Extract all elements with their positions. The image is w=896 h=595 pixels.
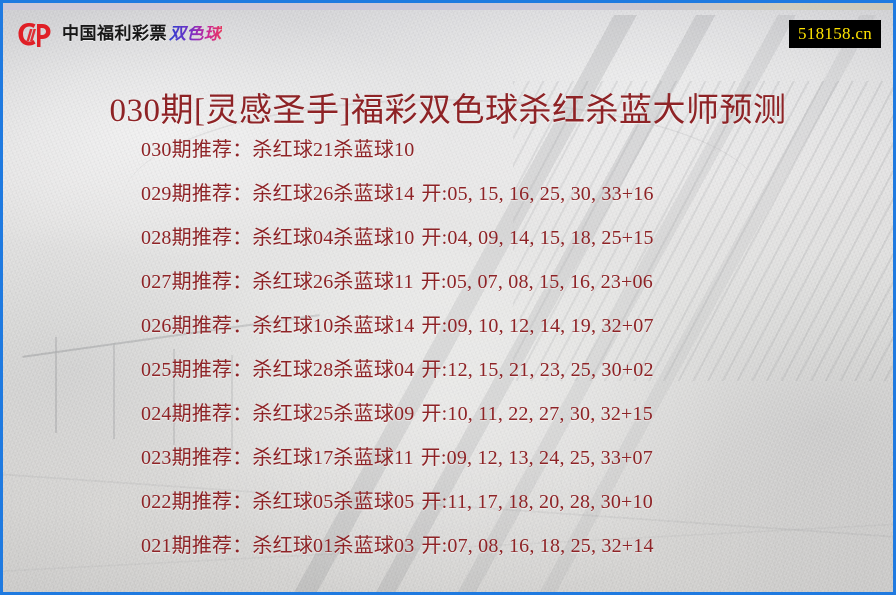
recommend-label: 推荐： [191, 446, 253, 469]
list-item: 030期 推荐： 杀红球21杀蓝球10 [141, 125, 893, 169]
kill-picks: 杀红球05杀蓝球05 [252, 490, 415, 513]
recommend-label: 推荐： [191, 226, 253, 249]
issue-number: 027期 [141, 270, 192, 293]
issue-number: 025期 [141, 358, 192, 381]
site-header: 中国福利彩票 双色球 518158.cn [3, 10, 893, 58]
list-item: 027期 推荐： 杀红球26杀蓝球11 开:05, 07, 08, 15, 16… [141, 257, 893, 301]
issue-number: 021期 [141, 534, 192, 557]
recommend-label: 推荐： [191, 490, 253, 513]
recommend-label: 推荐： [191, 314, 253, 337]
draw-result: 开:09, 10, 12, 14, 19, 32+07 [421, 314, 654, 337]
recommend-label: 推荐： [191, 270, 253, 293]
brand-name-cn: 中国福利彩票 [62, 23, 167, 44]
recommend-label: 推荐： [191, 358, 253, 381]
background-photo-ridge-arc [123, 99, 763, 301]
kill-picks: 杀红球21杀蓝球10 [252, 138, 415, 161]
draw-result: 开:10, 11, 22, 27, 30, 32+15 [421, 402, 653, 425]
brand-game-name: 双色球 [169, 23, 222, 44]
draw-result: 开:05, 07, 08, 15, 16, 23+06 [420, 270, 653, 293]
site-watermark-badge[interactable]: 518158.cn [789, 20, 881, 48]
draw-result: 开:09, 12, 13, 24, 25, 33+07 [420, 446, 653, 469]
issue-number: 024期 [141, 402, 192, 425]
brand-lockup[interactable]: 中国福利彩票 双色球 [17, 21, 222, 48]
draw-result: 开:07, 08, 16, 18, 25, 32+14 [421, 534, 654, 557]
background-photo-fence [21, 293, 321, 463]
list-item: 024期 推荐： 杀红球25杀蓝球09 开:10, 11, 22, 27, 30… [141, 389, 893, 433]
draw-result: 开:11, 17, 18, 20, 28, 30+10 [421, 490, 653, 513]
draw-result: 开:12, 15, 21, 23, 25, 30+02 [421, 358, 654, 381]
list-item: 026期 推荐： 杀红球10杀蓝球14 开:09, 10, 12, 14, 19… [141, 301, 893, 345]
issue-number: 030期 [141, 138, 192, 161]
list-item: 029期 推荐： 杀红球26杀蓝球14 开:05, 15, 16, 25, 30… [141, 169, 893, 213]
kill-picks: 杀红球17杀蓝球11 [252, 446, 414, 469]
issue-number: 022期 [141, 490, 192, 513]
kill-picks: 杀红球28杀蓝球04 [252, 358, 415, 381]
kill-picks: 杀红球04杀蓝球10 [252, 226, 415, 249]
prediction-list: 030期 推荐： 杀红球21杀蓝球10 029期 推荐： 杀红球26杀蓝球14 … [3, 125, 893, 565]
issue-number: 028期 [141, 226, 192, 249]
issue-number: 029期 [141, 182, 192, 205]
recommend-label: 推荐： [191, 402, 253, 425]
issue-number: 023期 [141, 446, 192, 469]
recommend-label: 推荐： [191, 138, 253, 161]
list-item: 025期 推荐： 杀红球28杀蓝球04 开:12, 15, 21, 23, 25… [141, 345, 893, 389]
draw-result: 开:04, 09, 14, 15, 18, 25+15 [421, 226, 654, 249]
kill-picks: 杀红球26杀蓝球14 [252, 182, 415, 205]
kill-picks: 杀红球01杀蓝球03 [252, 534, 415, 557]
list-item: 028期 推荐： 杀红球04杀蓝球10 开:04, 09, 14, 15, 18… [141, 213, 893, 257]
brand-text: 中国福利彩票 双色球 [62, 23, 222, 44]
page-title: 030期[灵感圣手]福彩双色球杀红杀蓝大师预测 [109, 93, 787, 130]
list-item: 022期 推荐： 杀红球05杀蓝球05 开:11, 17, 18, 20, 28… [141, 477, 893, 521]
recommend-label: 推荐： [191, 182, 253, 205]
top-accent-strip [3, 3, 893, 10]
recommend-label: 推荐： [191, 534, 253, 557]
list-item: 021期 推荐： 杀红球01杀蓝球03 开:07, 08, 16, 18, 25… [141, 521, 893, 565]
kill-picks: 杀红球25杀蓝球09 [252, 402, 415, 425]
kill-picks: 杀红球26杀蓝球11 [252, 270, 414, 293]
issue-number: 026期 [141, 314, 192, 337]
draw-result: 开:05, 15, 16, 25, 30, 33+16 [421, 182, 654, 205]
list-item: 023期 推荐： 杀红球17杀蓝球11 开:09, 12, 13, 24, 25… [141, 433, 893, 477]
background-photo-ground [3, 472, 893, 592]
china-welfare-lottery-emblem-icon [17, 21, 53, 48]
kill-picks: 杀红球10杀蓝球14 [252, 314, 415, 337]
